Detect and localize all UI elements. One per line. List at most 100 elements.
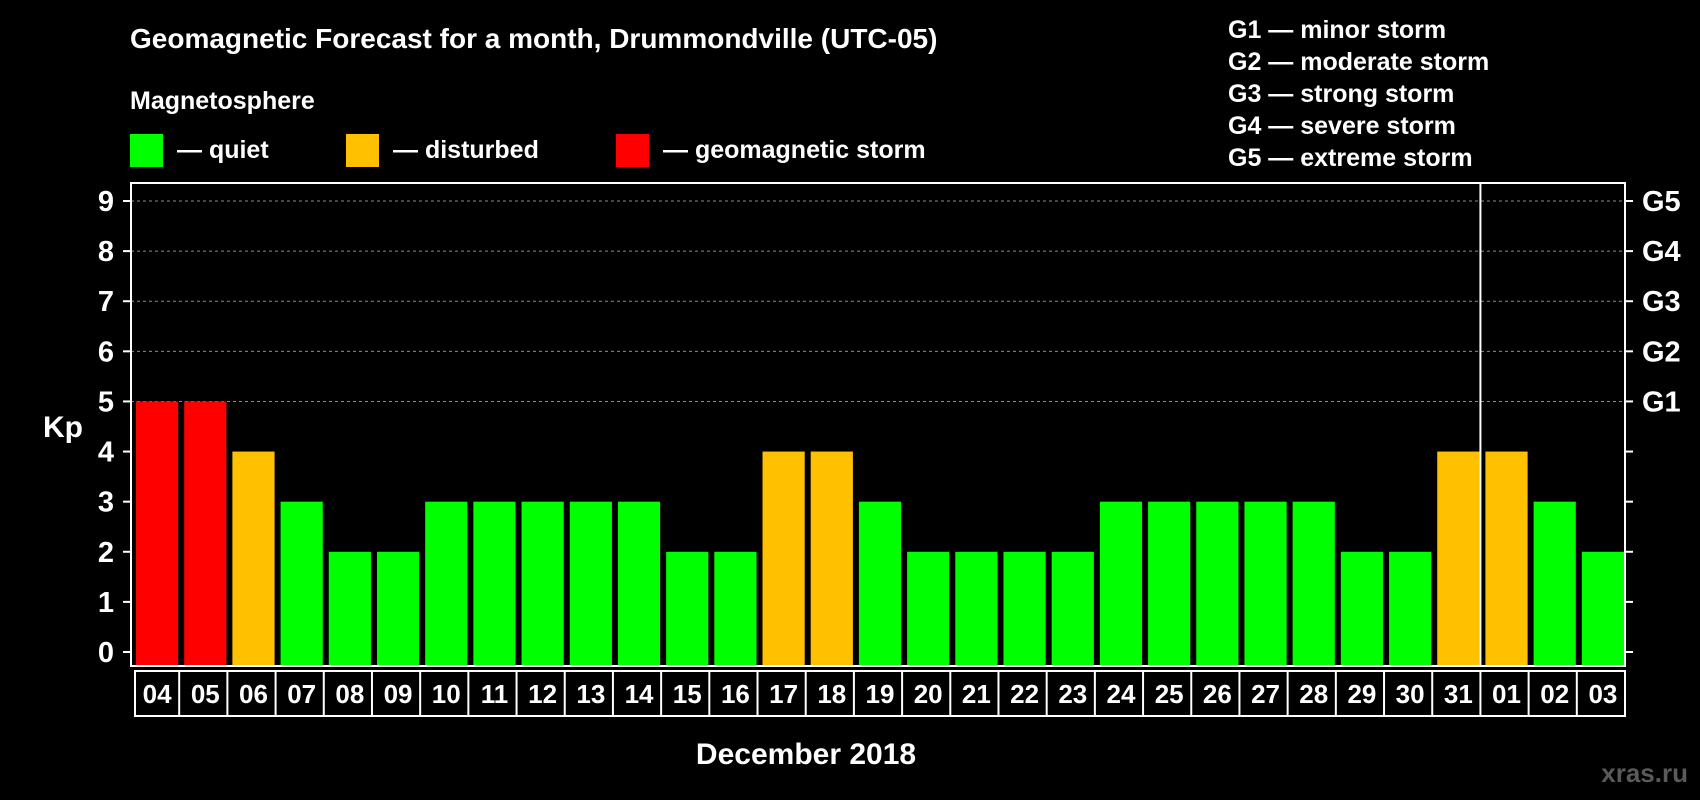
x-axis-label: December 2018 bbox=[696, 738, 916, 771]
y-tick-label: 3 bbox=[98, 487, 114, 519]
bar bbox=[1389, 551, 1432, 666]
grid-lines bbox=[131, 200, 1625, 402]
storm-scale-item: G3 — strong storm bbox=[1228, 80, 1454, 108]
x-tick-label: 09 bbox=[384, 679, 413, 709]
x-tick-label: 20 bbox=[914, 679, 943, 709]
storm-scale-legend: G1 — minor storm G2 — moderate storm G3 — … bbox=[1228, 16, 1489, 172]
x-tick-label: 11 bbox=[481, 679, 509, 709]
bar bbox=[1196, 501, 1239, 666]
bar bbox=[425, 501, 468, 666]
x-tick-label: 05 bbox=[191, 679, 220, 709]
bar bbox=[569, 501, 612, 666]
bar bbox=[232, 451, 275, 666]
chart-subtitle: Magnetosphere bbox=[130, 87, 315, 115]
bar bbox=[1340, 551, 1384, 666]
x-tick-label: 08 bbox=[335, 679, 364, 709]
x-tick-label: 23 bbox=[1058, 679, 1087, 709]
plot-border bbox=[130, 182, 1626, 667]
plot-frame bbox=[130, 182, 1626, 667]
x-tick-label: 19 bbox=[866, 679, 895, 709]
x-tick-label: 07 bbox=[287, 679, 316, 709]
x-tick-label: 25 bbox=[1155, 679, 1184, 709]
watermark: xras.ru bbox=[1601, 758, 1688, 788]
x-tick-label: 21 bbox=[962, 679, 991, 709]
bar bbox=[1051, 551, 1094, 666]
x-tick-label: 29 bbox=[1347, 679, 1376, 709]
legend: — quiet — disturbed — geomagnetic storm bbox=[130, 134, 926, 167]
y-tick-label: 4 bbox=[98, 437, 114, 469]
storm-level-label: G4 bbox=[1642, 236, 1681, 268]
x-tick-label: 16 bbox=[721, 679, 750, 709]
x-tick-label: 30 bbox=[1396, 679, 1425, 709]
legend-label-storm: — geomagnetic storm bbox=[663, 136, 926, 164]
x-tick-label: 28 bbox=[1299, 679, 1328, 709]
x-tick-label: 24 bbox=[1107, 679, 1136, 709]
bar bbox=[1148, 501, 1191, 666]
y-tick-label: 8 bbox=[98, 236, 114, 268]
x-tick-label: 14 bbox=[625, 679, 654, 709]
bar bbox=[521, 501, 564, 666]
bar bbox=[858, 501, 902, 666]
bar bbox=[714, 551, 757, 666]
storm-scale-item: G1 — minor storm bbox=[1228, 16, 1446, 44]
y-tick-label: 5 bbox=[98, 386, 114, 418]
x-tick-label: 03 bbox=[1588, 679, 1617, 709]
legend-swatch-disturbed bbox=[346, 134, 379, 167]
legend-label-quiet: — quiet bbox=[177, 136, 269, 164]
storm-level-label: G1 bbox=[1642, 386, 1681, 418]
y-tick-label: 2 bbox=[98, 537, 114, 569]
x-tick-label: 27 bbox=[1251, 679, 1280, 709]
x-tick-label: 02 bbox=[1540, 679, 1569, 709]
y-tick-label: 9 bbox=[98, 186, 114, 218]
bar bbox=[376, 551, 420, 666]
bar bbox=[1581, 551, 1624, 666]
storm-scale-item: G5 — extreme storm bbox=[1228, 144, 1473, 172]
x-tick-label: 12 bbox=[528, 679, 557, 709]
bar bbox=[136, 401, 179, 666]
bar bbox=[1244, 501, 1287, 666]
x-tick-label: 22 bbox=[1010, 679, 1039, 709]
bar bbox=[473, 501, 516, 666]
bar bbox=[280, 501, 323, 666]
bar bbox=[617, 501, 661, 666]
y-axis-ticks: 0 1 2 3 4 5 6 7 8 9 bbox=[98, 186, 131, 669]
x-tick-label: 01 bbox=[1492, 679, 1521, 709]
x-label-box bbox=[134, 670, 1626, 717]
y-tick-label: 6 bbox=[98, 336, 114, 368]
x-tick-label: 15 bbox=[673, 679, 702, 709]
x-tick-label: 17 bbox=[769, 679, 798, 709]
storm-level-label: G3 bbox=[1642, 286, 1681, 318]
legend-swatch-storm bbox=[616, 134, 649, 167]
bar bbox=[184, 401, 227, 666]
storm-level-label: G2 bbox=[1642, 336, 1681, 368]
y-tick-label: 0 bbox=[98, 637, 114, 669]
bar bbox=[666, 551, 709, 666]
storm-level-axis: G1 G2 G3 G4 G5 bbox=[1625, 186, 1681, 653]
legend-swatch-quiet bbox=[130, 134, 163, 167]
bar bbox=[1533, 501, 1576, 666]
bar bbox=[762, 451, 805, 666]
x-tick-label: 04 bbox=[143, 679, 172, 709]
bar bbox=[810, 451, 853, 666]
bar bbox=[328, 551, 371, 666]
legend-label-disturbed: — disturbed bbox=[393, 136, 539, 164]
y-axis-label: Kp bbox=[43, 411, 83, 444]
y-tick-label: 7 bbox=[98, 286, 114, 318]
x-tick-label: 10 bbox=[432, 679, 461, 709]
chart-title: Geomagnetic Forecast for a month, Drummo… bbox=[130, 23, 937, 54]
x-axis-day-labels: 04 05 06 07 08 09 10 11 12 13 14 15 16 17 18 19 20 21 22 23… bbox=[134, 670, 1626, 717]
x-tick-label: 26 bbox=[1203, 679, 1232, 709]
x-tick-label: 31 bbox=[1444, 679, 1473, 709]
bar bbox=[1437, 451, 1480, 666]
storm-scale-item: G2 — moderate storm bbox=[1228, 48, 1489, 76]
bar bbox=[1099, 501, 1143, 666]
bars bbox=[136, 401, 1624, 666]
storm-level-label: G5 bbox=[1642, 186, 1681, 218]
x-tick-label: 18 bbox=[817, 679, 846, 709]
x-tick-label: 13 bbox=[576, 679, 605, 709]
storm-scale-item: G4 — severe storm bbox=[1228, 112, 1456, 140]
x-tick-label: 06 bbox=[239, 679, 268, 709]
bar bbox=[1292, 501, 1335, 666]
y-tick-label: 1 bbox=[98, 587, 114, 619]
